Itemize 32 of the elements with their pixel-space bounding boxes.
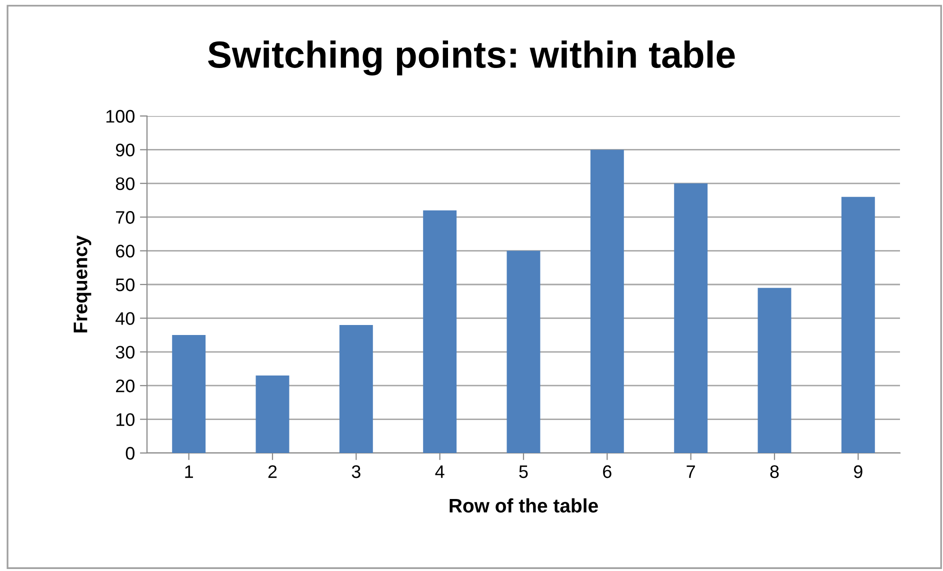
x-tick-label: 2 [268,465,277,478]
x-tick-label: 7 [686,465,695,478]
y-tick-label: 100 [106,110,134,123]
y-tick-label: 90 [116,144,134,156]
bar [506,250,540,453]
x-tick-label: 1 [185,465,193,478]
x-tick-label: 4 [435,465,444,478]
y-tick-label: 0 [126,446,134,460]
bar [256,375,290,453]
y-tick-label: 50 [116,278,134,292]
y-tick-label: 70 [116,211,134,224]
y-tick-label: 40 [116,312,134,325]
y-tick-label: 80 [116,177,134,190]
y-tick-label: 10 [116,413,134,426]
chart-title: Switching points: within table [208,40,735,76]
bar [423,210,457,453]
x-tick-label: 8 [770,465,779,478]
y-tick-label: 60 [116,244,134,258]
x-tick-label: 3 [352,465,360,478]
bar [590,150,624,453]
bar [841,196,875,453]
x-axis-title: Row of the table [450,498,598,513]
y-axis-title: Frequency [74,235,92,332]
bar [758,288,792,453]
bar [674,183,708,453]
x-tick-label: 6 [603,465,612,478]
x-tick-label: 9 [854,465,862,478]
y-tick-label: 20 [116,380,134,392]
y-tick-label: 30 [116,346,134,359]
x-tick-label: 5 [519,465,528,478]
bar [339,324,373,453]
bar [172,335,206,453]
